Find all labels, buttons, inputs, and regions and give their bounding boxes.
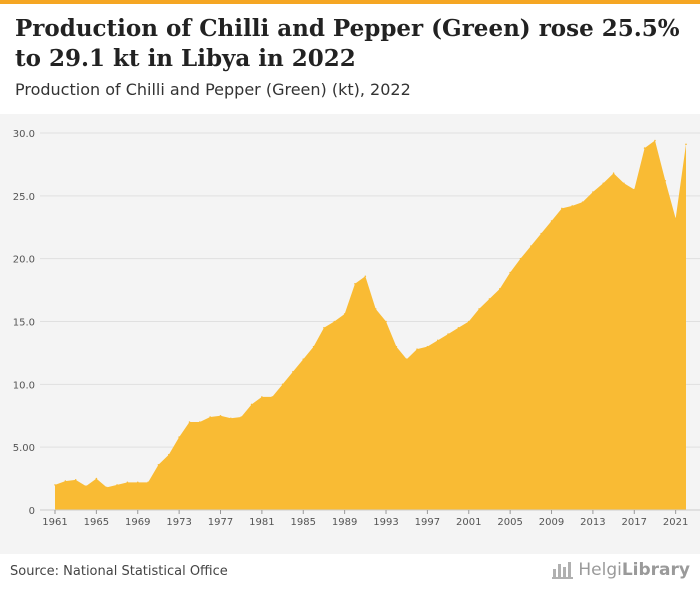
- chart-building-icon: [552, 562, 574, 579]
- data-point: [457, 326, 460, 329]
- x-tick-label: 2021: [663, 517, 688, 528]
- data-point: [364, 275, 367, 278]
- data-point: [405, 358, 408, 360]
- data-point: [136, 481, 139, 484]
- data-point: [561, 207, 563, 210]
- data-point: [64, 480, 67, 482]
- source-note: Source: National Statistical Office: [10, 564, 228, 579]
- x-tick-label: 2013: [580, 517, 605, 528]
- data-point: [54, 484, 56, 486]
- data-point: [261, 396, 263, 398]
- data-point: [654, 139, 656, 142]
- data-point: [602, 182, 605, 185]
- data-point: [323, 326, 325, 329]
- data-point: [240, 416, 242, 418]
- data-point: [426, 345, 429, 348]
- x-tick-label: 1977: [208, 517, 233, 528]
- x-tick-label: 1969: [125, 517, 150, 528]
- y-tick-label: 20.0: [13, 255, 35, 266]
- data-point: [271, 396, 274, 398]
- data-point: [643, 147, 646, 149]
- data-point: [343, 313, 346, 315]
- x-tick-label: 2017: [622, 517, 647, 528]
- area-chart: 0 5.00 10.0 15.0 20.0 25.0 30.0 1961 1965 1969 197…: [13, 129, 700, 528]
- x-tick-label: 1981: [249, 517, 274, 528]
- x-tick-label: 1989: [332, 517, 357, 528]
- data-point: [354, 283, 356, 285]
- data-point: [540, 232, 542, 235]
- data-point: [623, 182, 625, 185]
- data-point: [571, 205, 574, 207]
- data-point: [105, 486, 108, 489]
- x-tick-label: 1997: [415, 517, 440, 528]
- brand-logo[interactable]: HelgiLibrary: [552, 560, 690, 580]
- x-tick-label: 1961: [42, 517, 67, 528]
- x-tick-label: 1973: [166, 517, 191, 528]
- y-tick-label: 10.0: [13, 380, 35, 391]
- data-point: [685, 143, 687, 146]
- data-point: [281, 383, 284, 386]
- data-point: [147, 481, 149, 484]
- data-point: [436, 339, 439, 342]
- data-point: [219, 414, 222, 417]
- data-point: [509, 271, 511, 274]
- x-tick-label: 2001: [456, 517, 481, 528]
- data-point: [95, 477, 98, 480]
- top-accent-bar: [0, 0, 700, 4]
- data-point: [550, 220, 553, 222]
- data-point: [447, 333, 449, 335]
- x-tick-label: 2005: [497, 517, 522, 528]
- x-tick-label: 2009: [539, 517, 564, 528]
- data-point: [230, 417, 232, 420]
- data-point: [199, 421, 201, 423]
- area-series-production: [55, 140, 686, 510]
- data-point: [302, 358, 305, 360]
- data-point: [374, 308, 377, 310]
- data-point: [395, 345, 398, 348]
- data-point: [385, 320, 387, 323]
- x-tick-label: 1985: [291, 517, 316, 528]
- y-tick-label: 15.0: [13, 318, 35, 329]
- data-point: [292, 370, 294, 373]
- data-point: [467, 320, 470, 323]
- data-point: [157, 463, 160, 466]
- data-point: [499, 288, 501, 290]
- data-point: [188, 421, 191, 423]
- chart-title: Production of Chilli and Pepper (Green) …: [15, 15, 680, 72]
- y-tick-label: 0: [29, 506, 35, 517]
- y-tick-label: 5.00: [13, 443, 35, 454]
- data-point: [126, 481, 129, 484]
- data-point: [488, 298, 491, 300]
- data-point: [664, 179, 667, 182]
- data-point: [250, 403, 253, 406]
- data-point: [612, 172, 615, 175]
- data-point: [416, 348, 418, 350]
- x-tick-label: 1993: [373, 517, 398, 528]
- y-tick-label: 30.0: [13, 129, 35, 140]
- x-tick-label: 1965: [84, 517, 109, 528]
- data-point: [333, 320, 336, 323]
- data-point: [519, 257, 522, 260]
- brand-name-bold: Library: [621, 560, 690, 580]
- data-point: [581, 201, 584, 203]
- data-point: [116, 484, 118, 486]
- data-point: [530, 245, 532, 247]
- data-point: [674, 217, 677, 220]
- data-point: [633, 188, 636, 191]
- chart-subtitle: Production of Chilli and Pepper (Green) …: [15, 80, 411, 99]
- data-point: [312, 345, 315, 348]
- data-point: [592, 191, 594, 193]
- y-tick-label: 25.0: [13, 192, 35, 203]
- data-point: [209, 416, 211, 418]
- brand-name-light: Helgi: [578, 560, 622, 580]
- data-point: [85, 485, 87, 487]
- data-point: [478, 308, 480, 310]
- data-point: [167, 453, 170, 456]
- data-point: [178, 436, 180, 438]
- data-point: [74, 479, 77, 481]
